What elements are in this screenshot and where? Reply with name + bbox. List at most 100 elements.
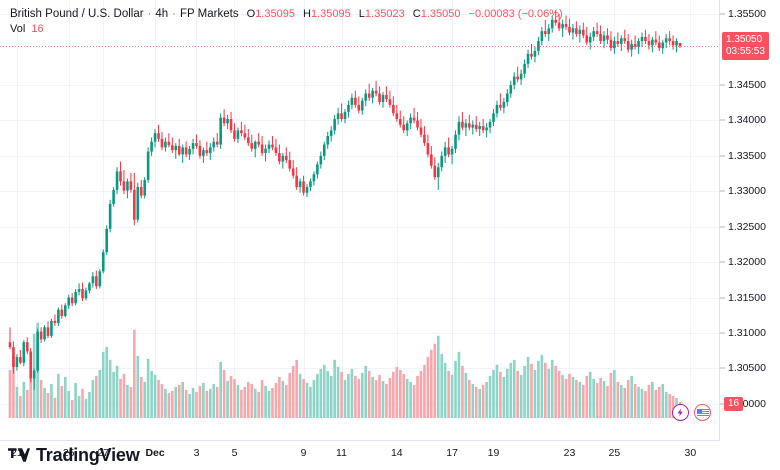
current-price-badge[interactable]: 1.35050 03:55:53 [722, 32, 769, 61]
chart-plot-area[interactable] [0, 0, 720, 418]
volume-bar [70, 399, 74, 418]
volume-bar [267, 390, 271, 418]
tradingview-logo[interactable]: TradingView [8, 446, 140, 464]
candle-body [447, 147, 450, 155]
volume-bar [385, 383, 388, 418]
candle-body [233, 130, 236, 139]
candle-body [481, 126, 485, 131]
volume-bar [626, 379, 630, 418]
candle-body [367, 93, 371, 98]
candle-body [146, 151, 150, 180]
volume-bar [547, 368, 551, 418]
price-scale[interactable]: 1.35500 1.34500 1.34000 1.33500 1.33000 1.325… [720, 0, 780, 441]
candle-body [619, 38, 623, 44]
time-tick-label: 5 [231, 447, 238, 459]
candle-body [70, 297, 74, 304]
price-tick-mark [720, 190, 725, 192]
volume-bar [374, 379, 378, 418]
volume-bar [264, 385, 267, 418]
volume-bar [392, 371, 395, 418]
time-tick-label: 3 [193, 447, 200, 459]
volume-bar [633, 383, 637, 418]
volume-bar [205, 390, 209, 418]
volume-bar [412, 384, 416, 418]
candle-body [316, 164, 319, 175]
tradingview-wordmark: TradingView [36, 445, 140, 465]
volume-bar [57, 373, 60, 418]
volume-bar [333, 359, 336, 418]
candle-body [50, 320, 53, 336]
volume-bar [191, 387, 195, 418]
candle-body [423, 134, 426, 144]
volume-bar [457, 351, 461, 418]
time-scale[interactable]: 21 25 27 Dec 3 5 9 11 14 17 19 23 25 30 [0, 441, 720, 469]
volume-bar [8, 369, 12, 418]
price-tick-label: 1.32500 [728, 220, 766, 233]
price-tick-mark [720, 13, 725, 15]
price-tick-mark [720, 119, 725, 121]
candle-body [143, 179, 146, 196]
candle-body [630, 43, 633, 50]
volume-bar [153, 374, 157, 418]
candle-body [77, 289, 81, 292]
volume-bar [450, 374, 454, 418]
candle-body [661, 42, 665, 49]
volume-bar [578, 381, 582, 418]
candle-body [592, 31, 595, 37]
candle-body [329, 130, 333, 137]
candle-body [478, 126, 481, 129]
price-tick-label: 1.33000 [728, 185, 766, 198]
volume-bar [630, 375, 633, 418]
candle-body [464, 123, 468, 128]
candle-body [426, 143, 430, 155]
volume-bar [464, 372, 468, 418]
volume-bar [367, 370, 371, 418]
volume-bar [150, 370, 153, 418]
candle-body [457, 121, 461, 135]
volume-bar [222, 369, 226, 418]
volume-bar [260, 379, 264, 418]
candle-body [530, 53, 533, 57]
volume-bar [177, 384, 181, 418]
volume-bar [557, 370, 561, 418]
volume-bar [485, 381, 488, 418]
candle-body [309, 181, 312, 188]
lightning-bolt-icon[interactable] [672, 404, 689, 421]
tradingview-mark-icon [8, 448, 30, 462]
candle-body [519, 73, 523, 80]
candle-body [205, 150, 209, 154]
time-tick-label: 17 [446, 447, 458, 459]
volume-bar [139, 376, 143, 418]
volume-bar [312, 379, 316, 418]
us-flag-icon[interactable] [694, 404, 711, 421]
candle-body [378, 93, 381, 103]
time-tick-label: 21 [11, 447, 23, 459]
volume-bar [167, 392, 171, 418]
candle-body [381, 94, 385, 103]
candle-body [284, 155, 288, 161]
volume-bar [253, 388, 257, 418]
candle-body [633, 43, 637, 47]
volume-bar [592, 378, 595, 418]
candle-body [302, 181, 305, 193]
candle-body [36, 331, 39, 371]
candle-body [160, 138, 164, 148]
volume-bar [350, 368, 354, 418]
candle-body [651, 39, 654, 46]
volume-value-badge[interactable]: 16 [724, 396, 744, 411]
volume-bar [81, 388, 84, 418]
candle-body [533, 51, 537, 57]
candle-body [388, 99, 392, 105]
volume-bar [309, 386, 312, 418]
volume-bar [77, 395, 81, 418]
candle-body [609, 39, 613, 49]
candle-body [8, 342, 12, 348]
candle-body [43, 327, 46, 340]
candle-body [595, 31, 599, 34]
time-tick-label: 23 [563, 447, 576, 459]
volume-bar [250, 383, 254, 418]
candle-body [440, 155, 443, 168]
volume-bar [595, 382, 599, 418]
volume-bar [278, 376, 281, 418]
candle-body [81, 289, 84, 299]
